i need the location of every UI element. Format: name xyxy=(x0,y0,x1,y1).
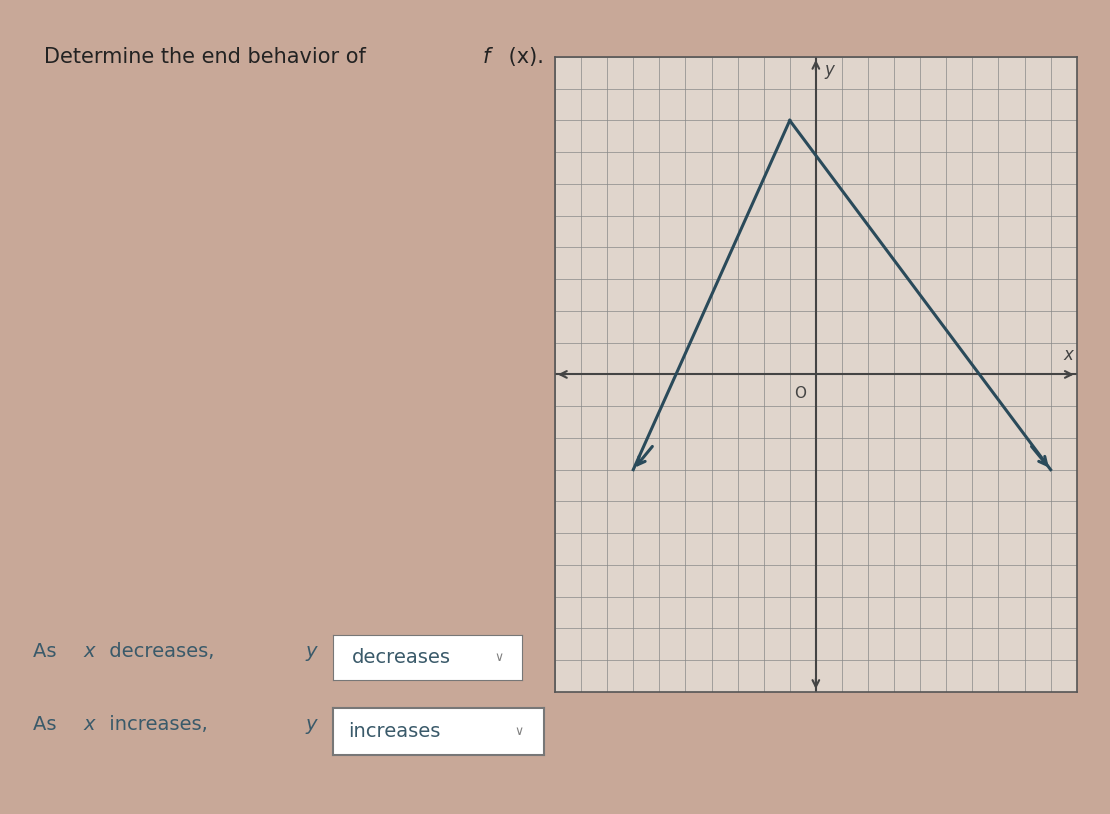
Text: increases: increases xyxy=(347,722,441,741)
Text: y: y xyxy=(824,61,834,79)
Text: x: x xyxy=(83,715,94,734)
Text: O: O xyxy=(794,386,806,401)
Text: x: x xyxy=(83,641,94,661)
Text: f: f xyxy=(483,47,491,67)
Text: decreases,: decreases, xyxy=(103,641,221,661)
Text: y: y xyxy=(305,715,316,734)
Text: ∨: ∨ xyxy=(494,651,504,663)
Text: As: As xyxy=(33,715,63,734)
Text: decreases: decreases xyxy=(352,648,451,667)
Text: y: y xyxy=(305,641,316,661)
Text: increases,: increases, xyxy=(103,715,214,734)
Text: x: x xyxy=(1064,347,1073,365)
Text: (x).: (x). xyxy=(502,47,544,67)
Text: Determine the end behavior of: Determine the end behavior of xyxy=(44,47,373,67)
Text: ∨: ∨ xyxy=(514,725,523,737)
Text: As: As xyxy=(33,641,63,661)
